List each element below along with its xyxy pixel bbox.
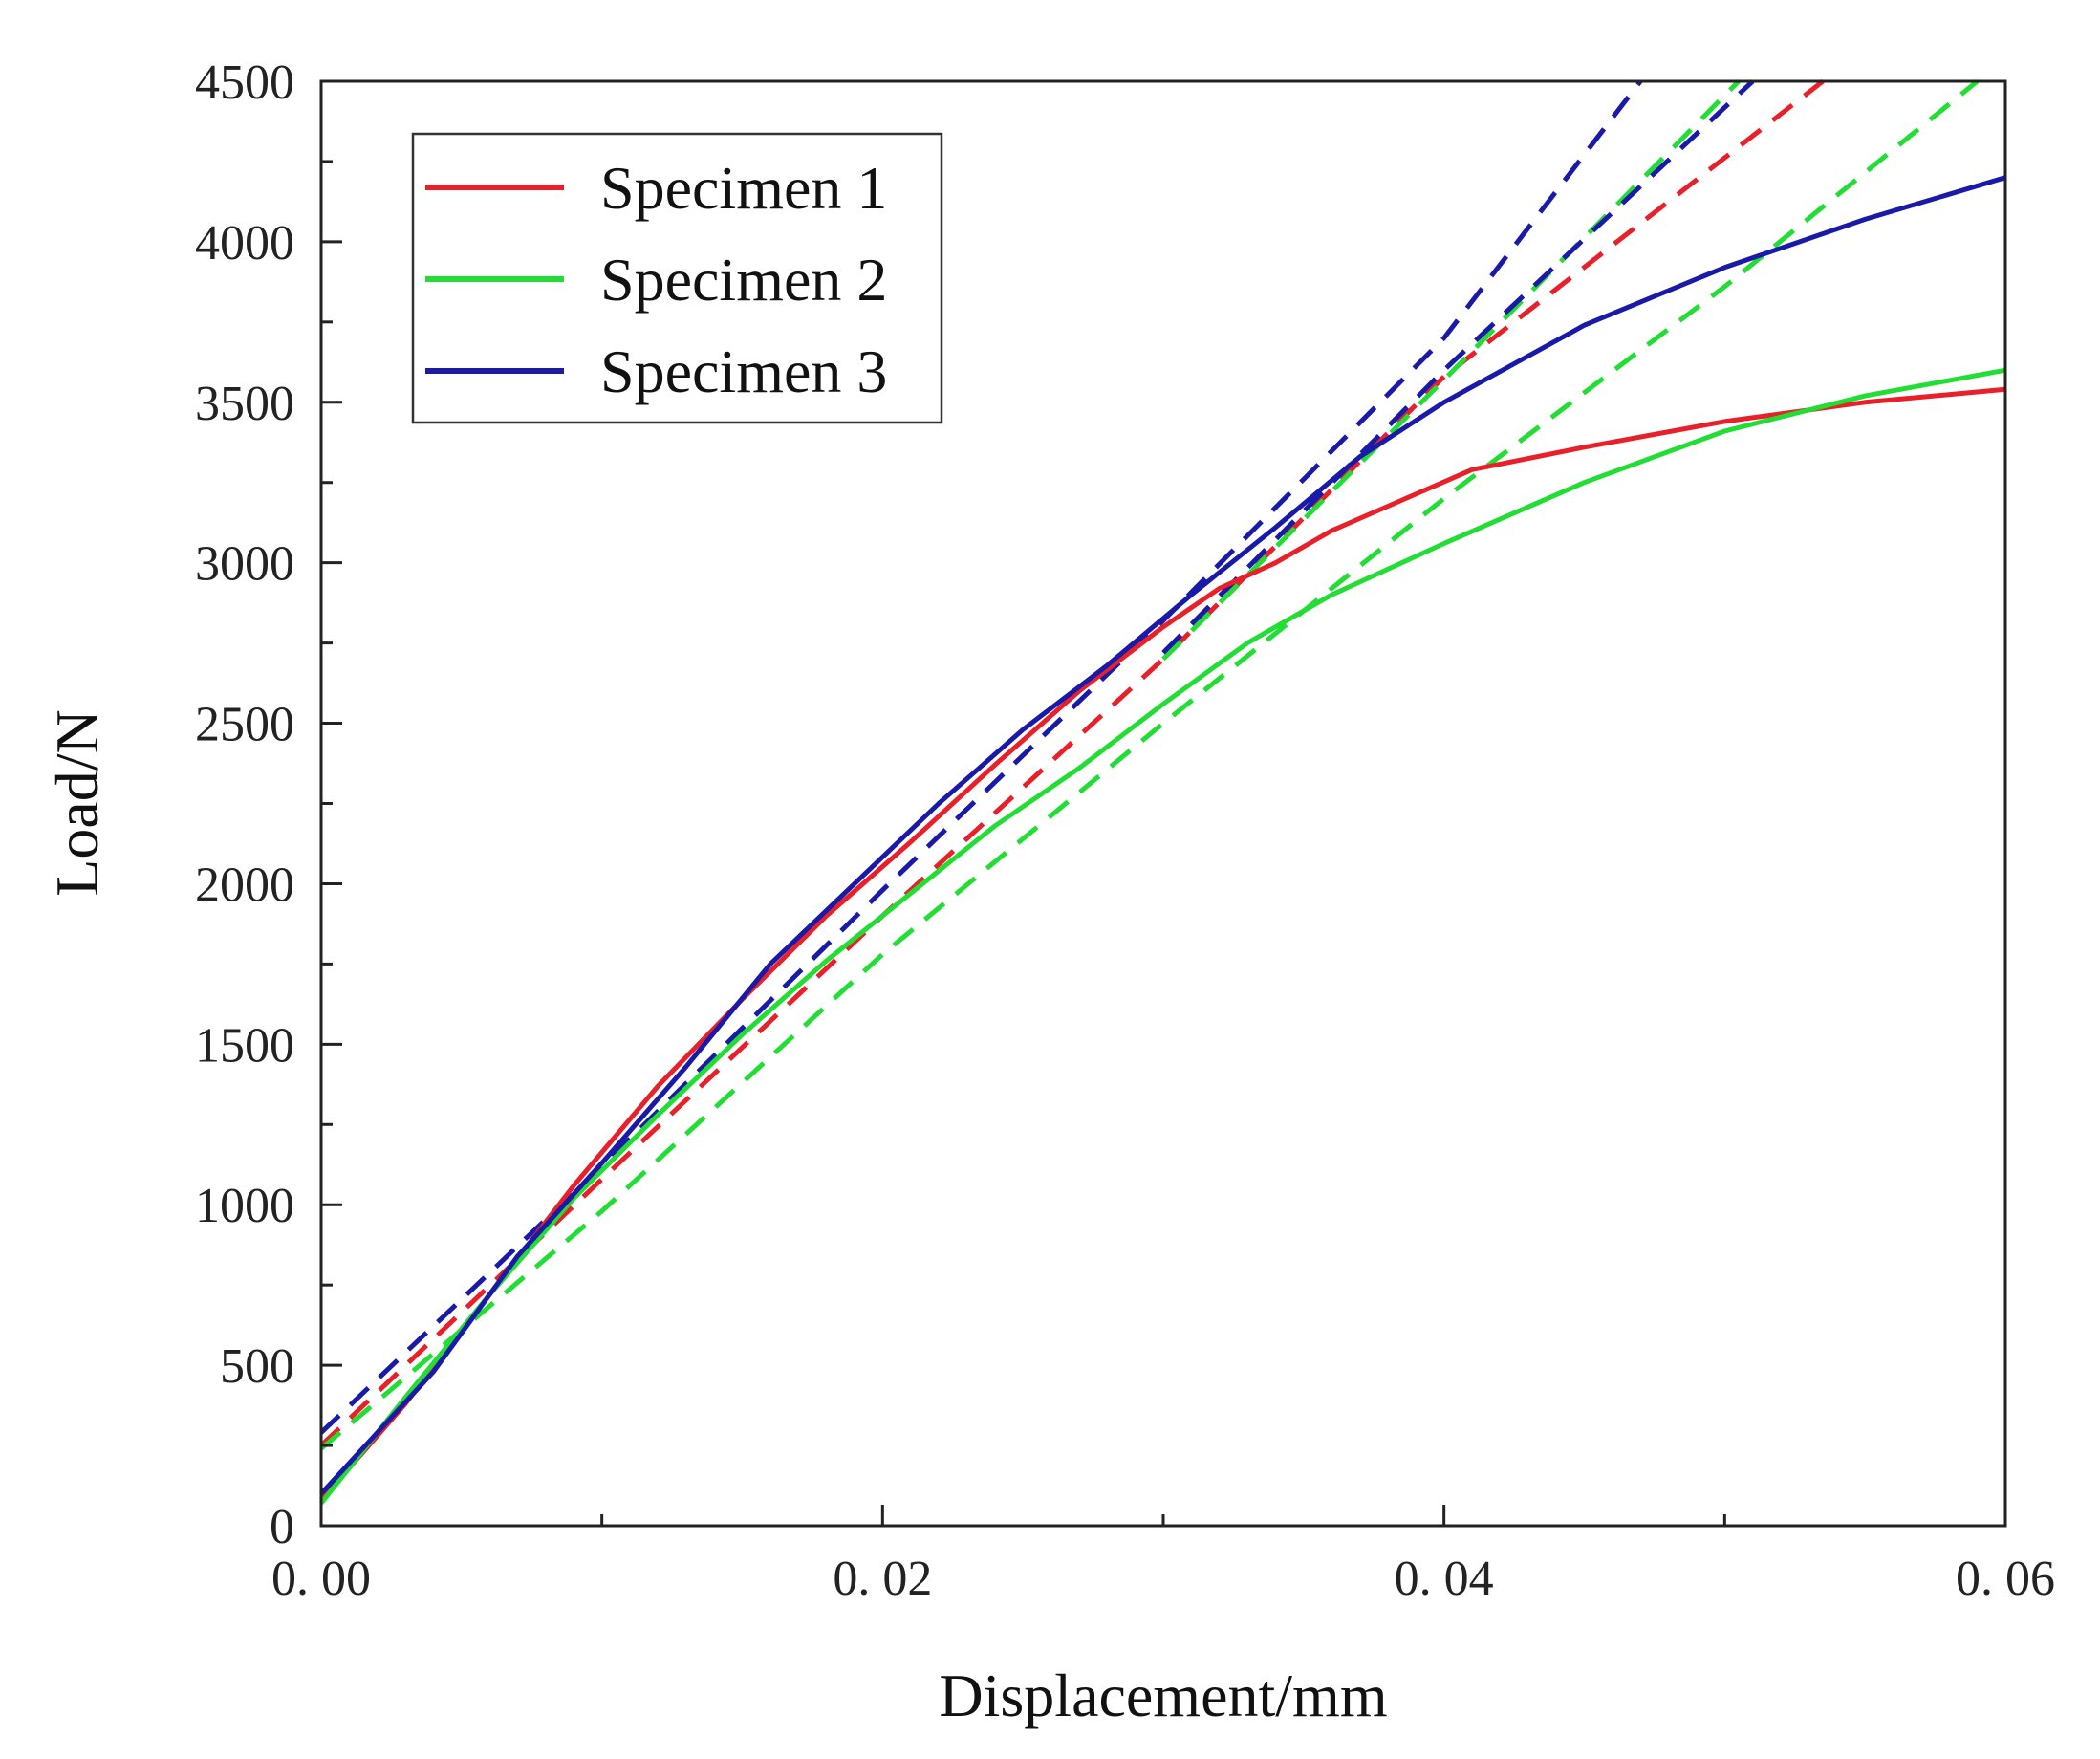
- x-axis-title: Displacement/mm: [939, 1661, 1387, 1729]
- y-tick-label: 3000: [195, 537, 294, 592]
- y-axis-title: Load/N: [43, 709, 111, 897]
- legend-label: Specimen 1: [600, 154, 887, 222]
- y-tick-label: 4000: [195, 216, 294, 271]
- y-tick-label: 0: [270, 1500, 294, 1554]
- legend-label: Specimen 3: [600, 337, 887, 405]
- legend: Specimen 1 Specimen 2 Specimen 3: [411, 132, 943, 424]
- series-line-specimen-2-fit-upper: [1161, 79, 1741, 662]
- series-line-specimen-2-fit: [319, 79, 1980, 1451]
- x-tick-label: 0. 04: [1395, 1552, 1494, 1606]
- series-line-specimen-3-fit-upper: [1161, 79, 1755, 655]
- y-tick-label: 500: [220, 1339, 294, 1394]
- ticks-layer: [319, 79, 2007, 1528]
- legend-label: Specimen 2: [600, 246, 887, 314]
- y-tick-label: 1500: [195, 1018, 294, 1073]
- y-tick-label: 2000: [195, 858, 294, 912]
- y-tick-label: 2500: [195, 698, 294, 752]
- y-tick-label: 3500: [195, 377, 294, 431]
- x-tick-label: 0. 02: [833, 1552, 932, 1606]
- series-line-specimen-1: [319, 386, 2006, 1502]
- series-line-specimen-2: [319, 367, 2006, 1506]
- x-tick-label: 0. 00: [271, 1552, 371, 1606]
- x-tick-label: 0. 06: [1956, 1552, 2055, 1606]
- series-line-specimen-1-fit: [319, 79, 1825, 1447]
- y-tick-label: 1000: [195, 1179, 294, 1233]
- series-layer: [319, 79, 2006, 1506]
- y-tick-label: 4500: [195, 55, 294, 110]
- series-line-specimen-3: [319, 175, 2006, 1496]
- tick-labels-layer: 0. 00 0. 02 0. 04 0. 06 0 500 1000 1500 2000 2500…: [195, 55, 2055, 1606]
